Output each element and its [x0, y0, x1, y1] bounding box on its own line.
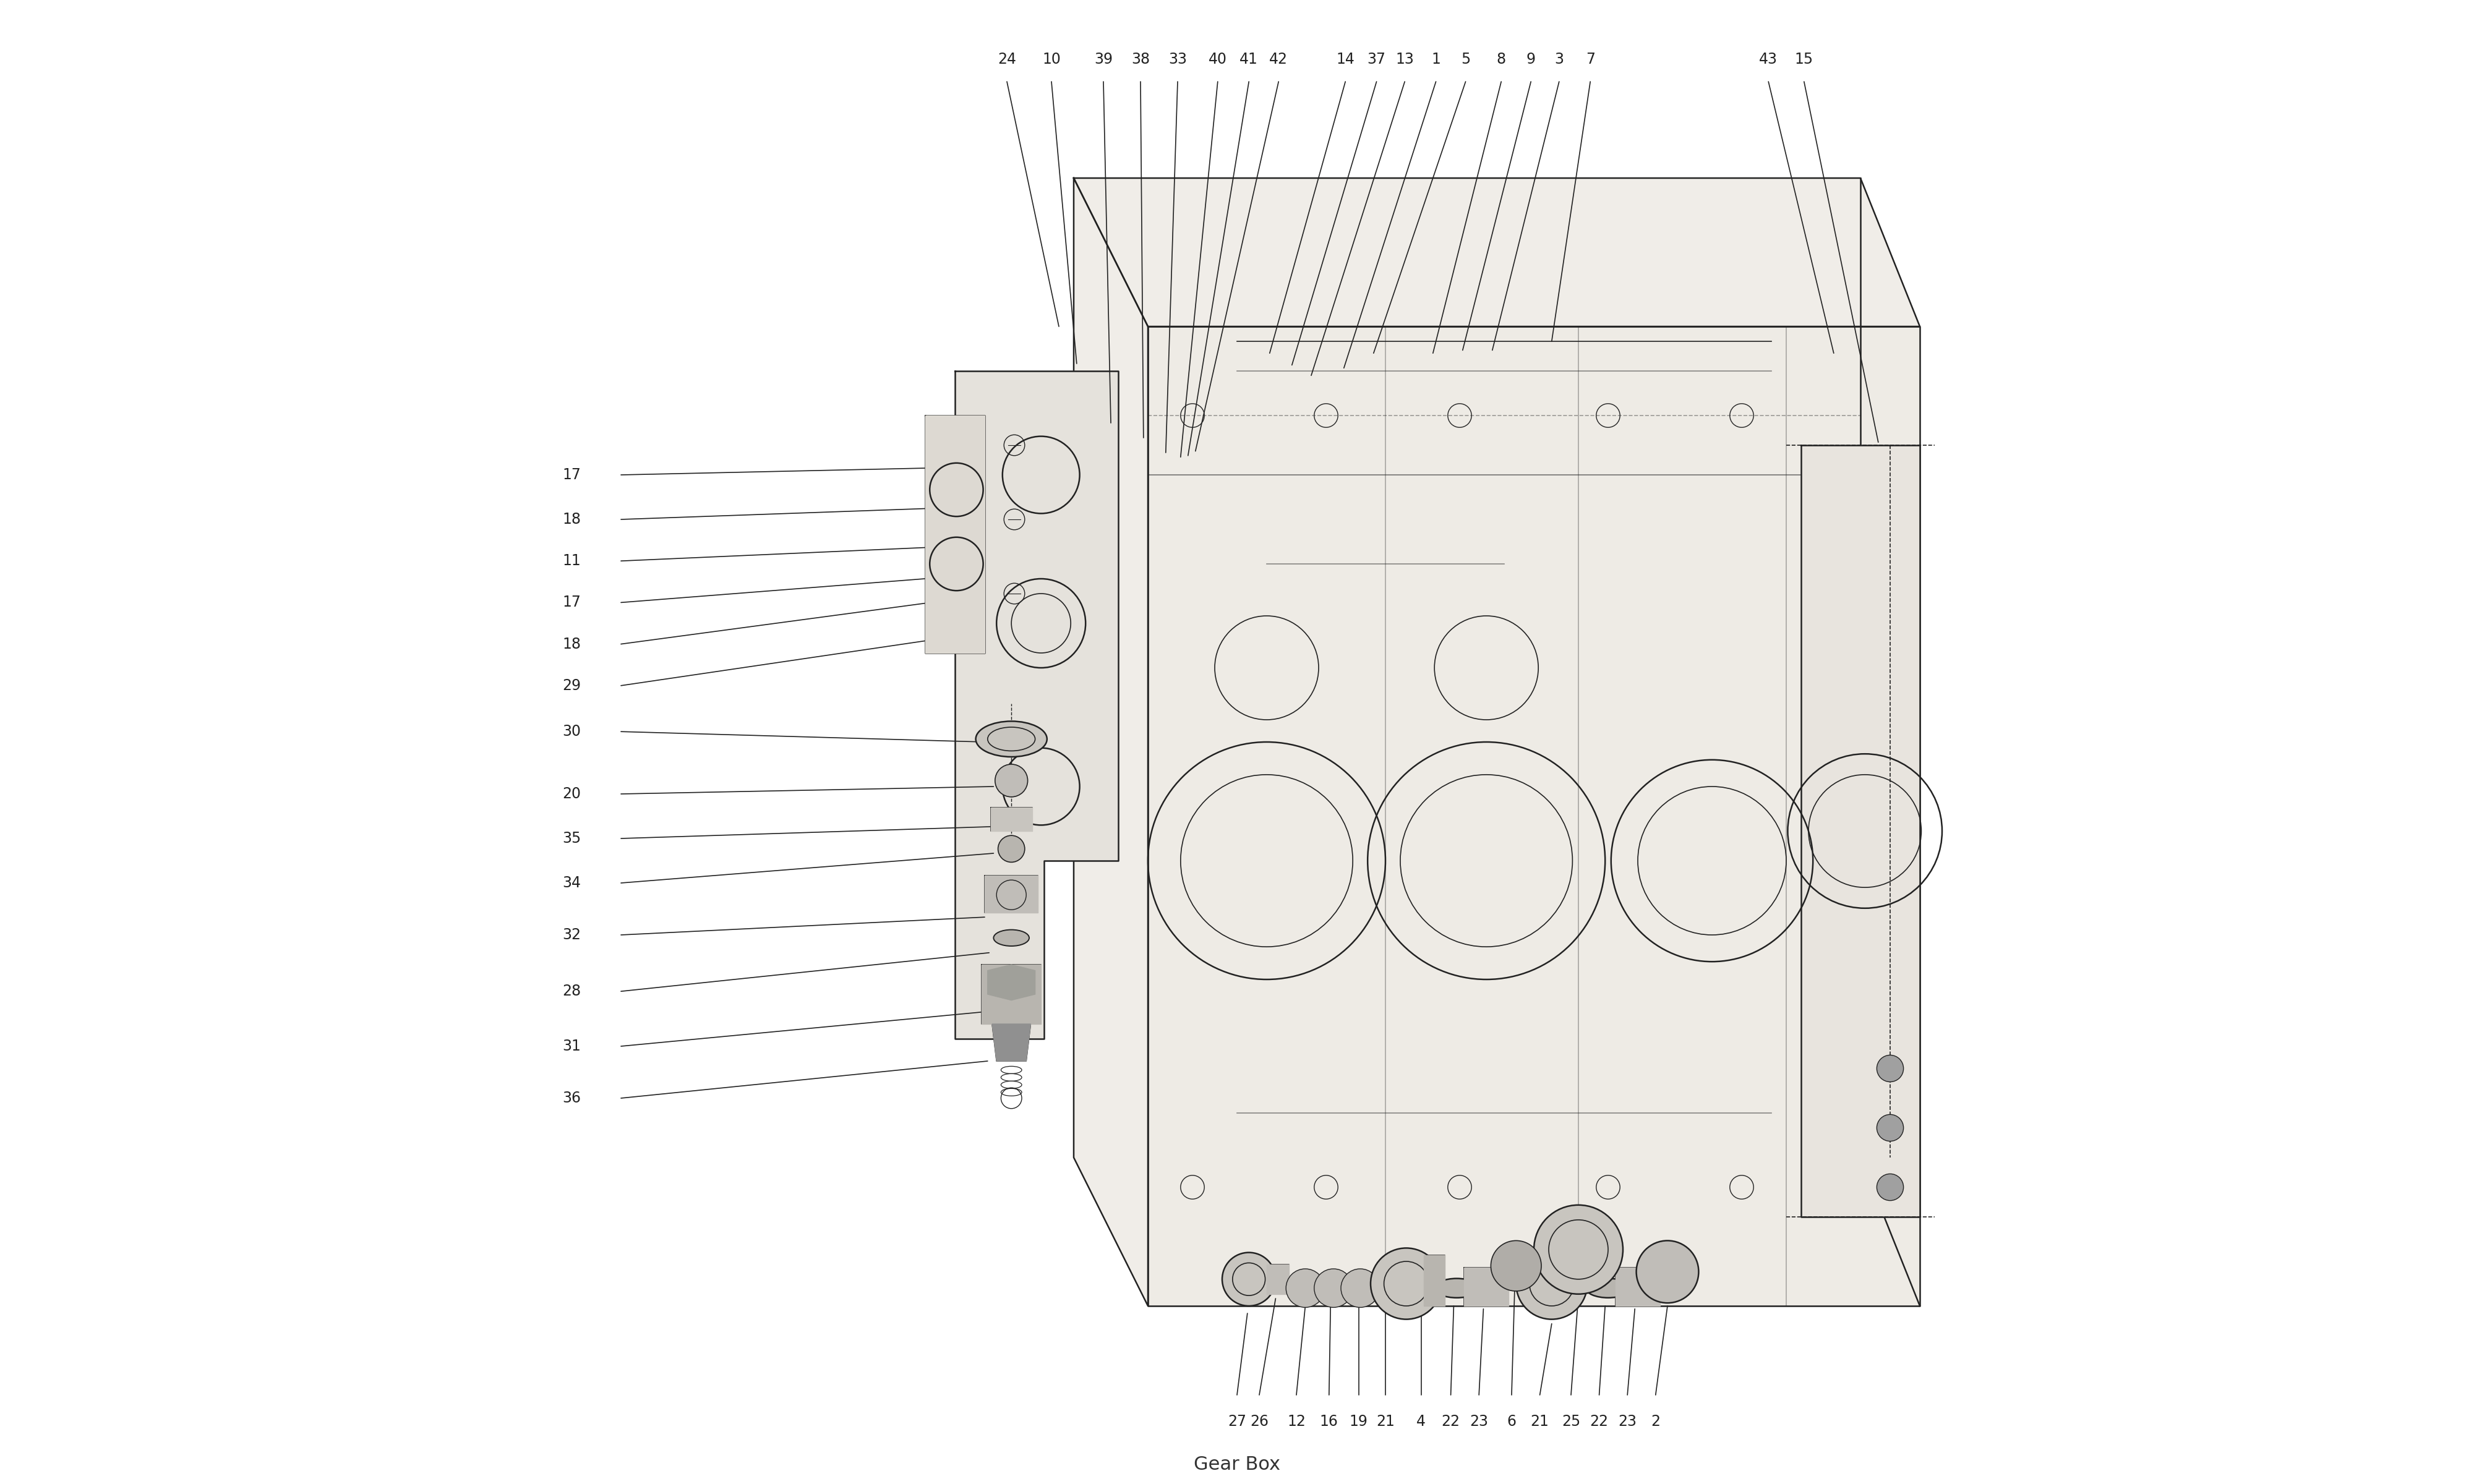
Text: 31: 31: [562, 1039, 581, 1054]
Text: 18: 18: [562, 512, 581, 527]
Polygon shape: [985, 876, 1039, 913]
Text: 16: 16: [1319, 1414, 1338, 1429]
Polygon shape: [1267, 1264, 1289, 1294]
Polygon shape: [1425, 1255, 1445, 1306]
Text: 2: 2: [1650, 1414, 1660, 1429]
Text: 38: 38: [1131, 52, 1150, 67]
Text: 22: 22: [1442, 1414, 1460, 1429]
Circle shape: [1878, 1174, 1903, 1201]
Text: 41: 41: [1239, 52, 1259, 67]
Text: 7: 7: [1586, 52, 1596, 67]
Text: 32: 32: [562, 927, 581, 942]
Text: 35: 35: [562, 831, 581, 846]
Ellipse shape: [1435, 1278, 1479, 1297]
Polygon shape: [990, 807, 1032, 831]
Text: 23: 23: [1618, 1414, 1638, 1429]
Ellipse shape: [1586, 1278, 1630, 1297]
Polygon shape: [1148, 326, 1920, 1306]
Polygon shape: [1074, 178, 1148, 1306]
Text: 26: 26: [1249, 1414, 1269, 1429]
Text: 13: 13: [1395, 52, 1415, 67]
Text: 23: 23: [1470, 1414, 1489, 1429]
Polygon shape: [987, 965, 1034, 1000]
Text: 27: 27: [1227, 1414, 1247, 1429]
Circle shape: [1222, 1252, 1277, 1306]
Text: 22: 22: [1591, 1414, 1608, 1429]
Text: 8: 8: [1497, 52, 1507, 67]
Circle shape: [1371, 1248, 1442, 1319]
Circle shape: [1517, 1248, 1588, 1319]
Text: 17: 17: [562, 595, 581, 610]
Text: 37: 37: [1368, 52, 1385, 67]
Text: 25: 25: [1561, 1414, 1581, 1429]
Text: 18: 18: [562, 637, 581, 651]
Text: 21: 21: [1531, 1414, 1549, 1429]
Polygon shape: [982, 965, 1042, 1024]
Text: 42: 42: [1269, 52, 1289, 67]
Text: 19: 19: [1348, 1414, 1368, 1429]
Text: 12: 12: [1286, 1414, 1306, 1429]
Text: 21: 21: [1376, 1414, 1395, 1429]
Text: 11: 11: [562, 554, 581, 568]
Circle shape: [1635, 1241, 1700, 1303]
Text: 5: 5: [1460, 52, 1470, 67]
Ellipse shape: [995, 929, 1029, 947]
Circle shape: [1878, 1055, 1903, 1082]
Polygon shape: [925, 416, 985, 653]
Text: 39: 39: [1094, 52, 1113, 67]
Ellipse shape: [975, 721, 1047, 757]
Text: 1: 1: [1432, 52, 1440, 67]
Polygon shape: [1074, 178, 1920, 326]
Text: 24: 24: [997, 52, 1017, 67]
Text: 29: 29: [562, 678, 581, 693]
Polygon shape: [955, 371, 1118, 1039]
Circle shape: [995, 764, 1027, 797]
Text: 28: 28: [562, 984, 581, 999]
Circle shape: [1878, 1114, 1903, 1141]
Text: 9: 9: [1526, 52, 1536, 67]
Text: 33: 33: [1168, 52, 1188, 67]
Text: 14: 14: [1336, 52, 1356, 67]
Text: 4: 4: [1418, 1414, 1425, 1429]
Circle shape: [997, 835, 1024, 862]
Circle shape: [1341, 1269, 1380, 1307]
Polygon shape: [992, 1024, 1032, 1061]
Text: 20: 20: [562, 787, 581, 801]
Text: 3: 3: [1554, 52, 1564, 67]
Circle shape: [1314, 1269, 1353, 1307]
Text: Gear Box: Gear Box: [1192, 1456, 1282, 1474]
Circle shape: [1534, 1205, 1623, 1294]
Text: 36: 36: [562, 1091, 581, 1106]
Text: 34: 34: [562, 876, 581, 890]
Circle shape: [1492, 1241, 1541, 1291]
Text: 6: 6: [1507, 1414, 1517, 1429]
Text: 15: 15: [1794, 52, 1813, 67]
Polygon shape: [1465, 1267, 1509, 1306]
Text: 30: 30: [562, 724, 581, 739]
Polygon shape: [1801, 445, 1920, 1217]
Circle shape: [1286, 1269, 1324, 1307]
Text: 17: 17: [562, 467, 581, 482]
Text: 10: 10: [1042, 52, 1061, 67]
Text: 43: 43: [1759, 52, 1779, 67]
Polygon shape: [1616, 1267, 1660, 1306]
Text: 40: 40: [1207, 52, 1227, 67]
